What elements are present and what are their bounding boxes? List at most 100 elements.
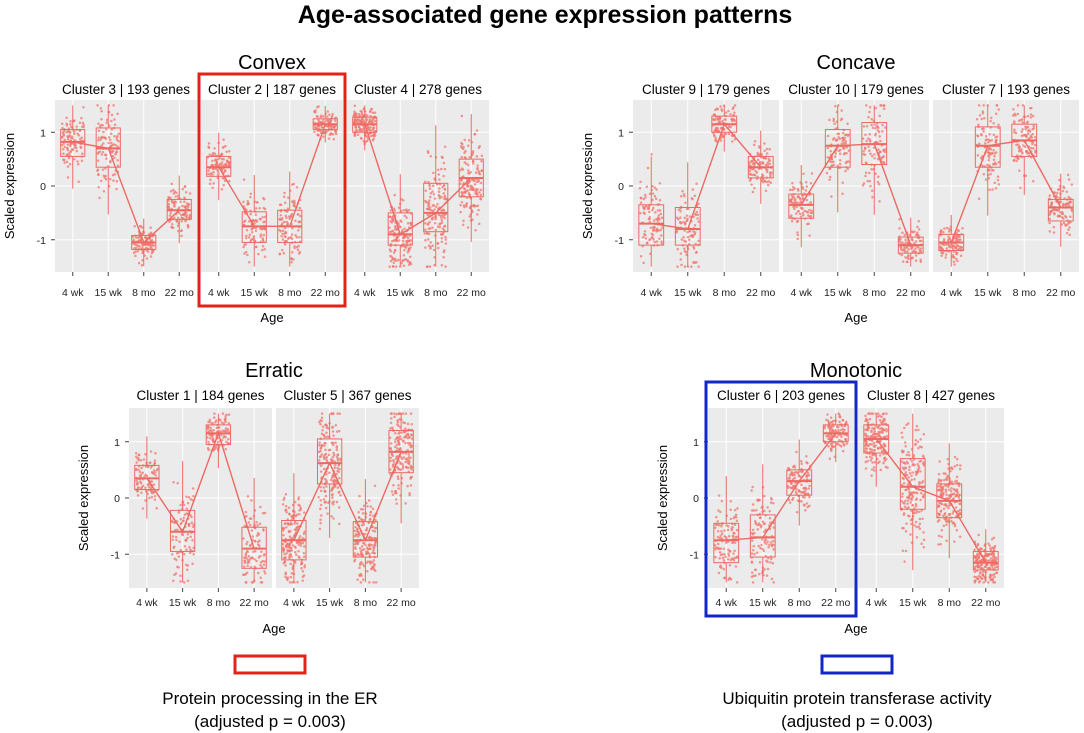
data-point [208, 420, 212, 424]
data-point [1058, 196, 1061, 200]
data-point [1052, 225, 1056, 229]
data-point [432, 192, 436, 196]
data-point [805, 185, 809, 188]
data-point [477, 208, 480, 212]
data-point [436, 168, 440, 172]
data-point [861, 184, 865, 187]
data-point [291, 544, 295, 547]
data-point [174, 572, 178, 575]
data-point [191, 525, 195, 528]
data-point [717, 524, 721, 527]
data-point [393, 415, 396, 419]
data-point [170, 225, 173, 229]
data-point [712, 118, 716, 122]
data-point [765, 147, 769, 151]
data-point [108, 160, 112, 164]
data-point [1058, 178, 1061, 182]
data-point [333, 481, 336, 484]
data-point [475, 155, 479, 158]
data-point [301, 541, 305, 545]
data-point [294, 219, 297, 223]
data-point [389, 412, 393, 415]
data-point [109, 145, 113, 148]
data-point [796, 201, 799, 205]
data-point [986, 141, 990, 144]
data-point [904, 549, 908, 553]
data-point [334, 119, 337, 122]
data-point [950, 486, 953, 490]
data-point [62, 130, 66, 133]
data-point [765, 168, 769, 172]
data-point [805, 198, 809, 202]
data-point [993, 181, 997, 185]
data-point [768, 543, 771, 547]
data-point [830, 420, 834, 423]
data-point [409, 484, 413, 487]
data-point [471, 150, 475, 153]
data-point [443, 184, 446, 187]
data-point [756, 523, 759, 527]
data-point [394, 491, 397, 494]
data-point [408, 261, 412, 264]
data-point [1067, 195, 1070, 199]
data-point [284, 544, 288, 548]
data-point [366, 505, 369, 508]
x-tick-label: 8 mo [788, 597, 812, 609]
data-point [243, 561, 247, 565]
y-tick-label: -1 [111, 549, 120, 561]
data-point [985, 134, 988, 138]
data-point [716, 542, 720, 546]
data-point [325, 424, 329, 428]
data-point [140, 487, 143, 490]
data-point [460, 155, 463, 159]
data-point [788, 188, 792, 192]
data-point [1015, 159, 1018, 163]
data-point [882, 107, 886, 110]
data-point [389, 421, 393, 425]
data-point [764, 189, 768, 192]
data-point [459, 203, 462, 207]
data-point [748, 164, 752, 167]
data-point [866, 179, 869, 183]
data-point [475, 129, 479, 132]
data-point [867, 444, 870, 447]
data-point [720, 108, 723, 111]
data-point [221, 412, 225, 415]
data-point [752, 143, 756, 147]
data-point [406, 422, 410, 426]
data-point [803, 209, 806, 213]
x-tick-label: 4 wk [136, 597, 158, 609]
data-point [283, 553, 286, 556]
data-point [878, 135, 881, 138]
data-point [397, 258, 400, 262]
data-point [337, 491, 340, 494]
data-point [734, 536, 738, 539]
data-point [390, 417, 393, 420]
data-point [735, 528, 739, 532]
data-point [442, 174, 445, 178]
data-point [885, 427, 888, 431]
data-point [901, 495, 904, 498]
data-point [167, 205, 170, 208]
data-point [987, 154, 990, 157]
data-point [867, 145, 870, 148]
data-point [682, 221, 686, 224]
data-point [658, 181, 662, 185]
data-point [391, 257, 394, 261]
data-point [1055, 194, 1058, 197]
data-point [986, 163, 989, 167]
data-point [366, 551, 369, 555]
data-point [769, 181, 773, 185]
data-point [283, 560, 287, 564]
data-point [186, 501, 190, 505]
data-point [211, 159, 214, 163]
data-point [903, 560, 906, 563]
data-point [795, 205, 798, 209]
data-point [253, 239, 256, 242]
data-point [222, 422, 226, 425]
data-point [830, 449, 833, 453]
data-point [320, 453, 324, 456]
data-point [185, 202, 189, 205]
data-point [790, 194, 794, 197]
data-point [955, 252, 958, 256]
